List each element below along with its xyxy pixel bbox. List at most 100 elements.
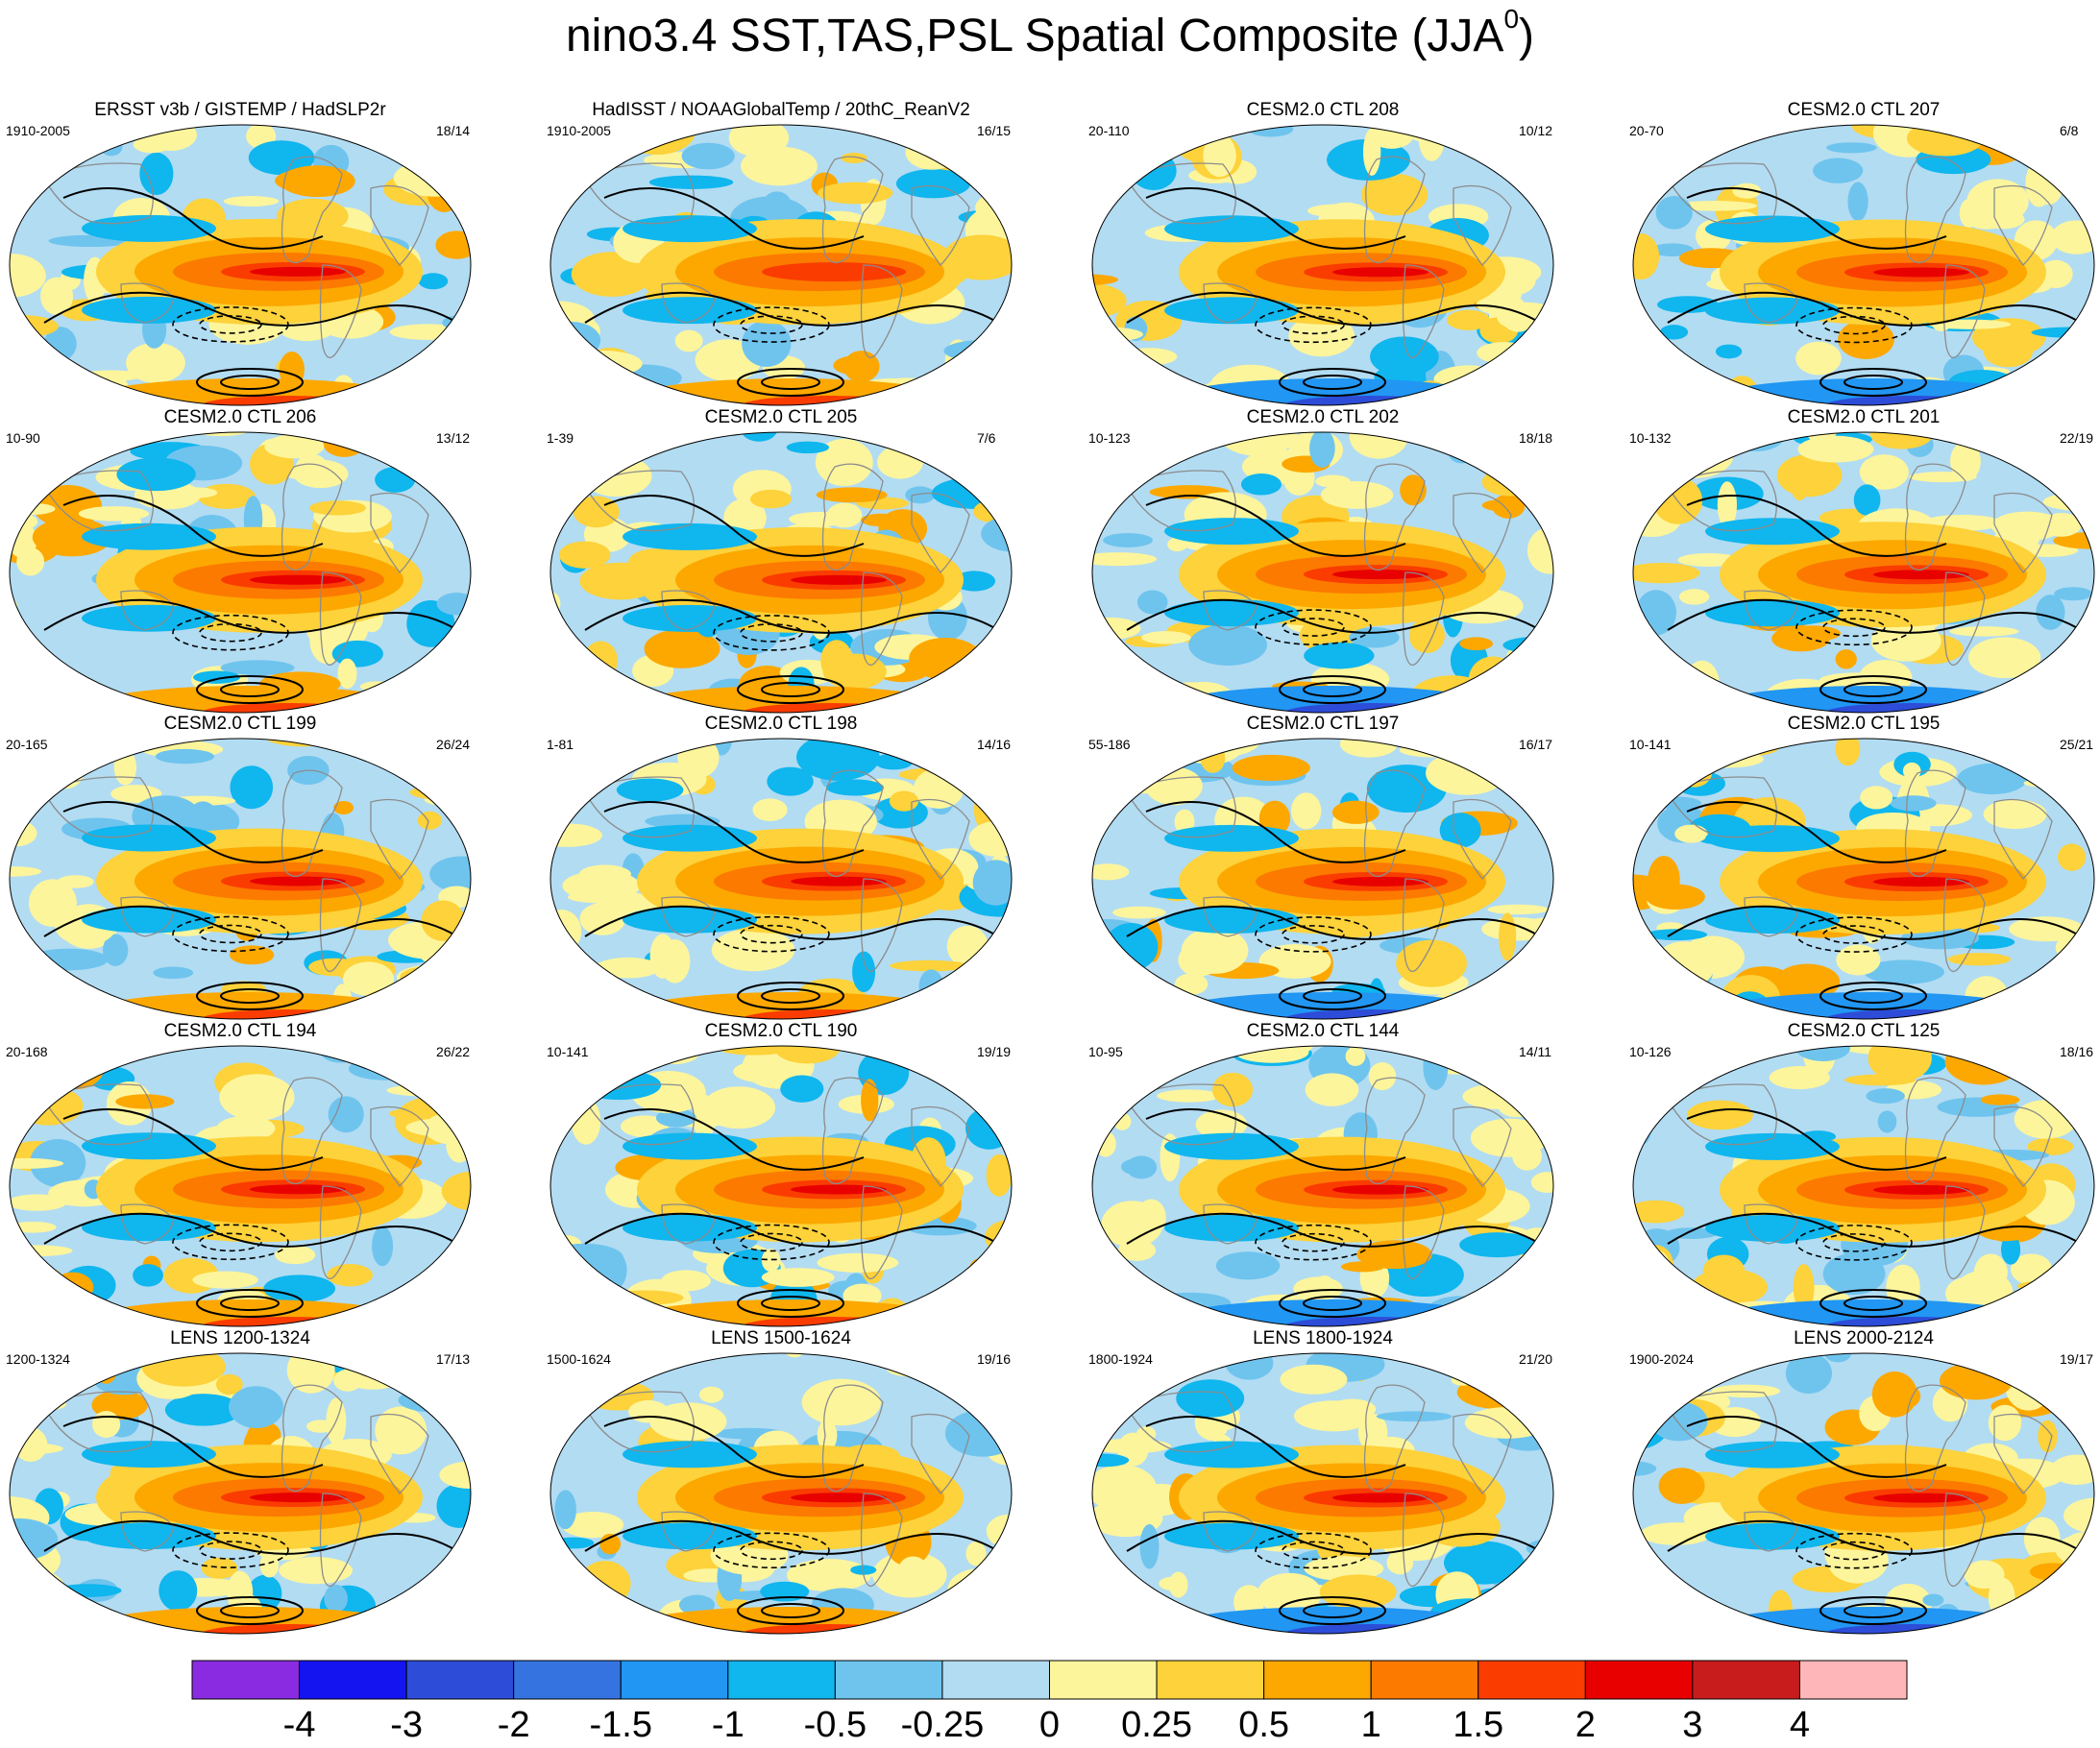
anomaly-patch [990,767,1012,780]
anomaly-patch [1633,1461,1657,1476]
anomaly-patch [647,1046,699,1065]
psl-contour-negative [1795,916,1913,953]
anomaly-patch [1835,739,1861,766]
anomaly-patch [1396,939,1467,987]
psl-contour-negative [1255,916,1372,953]
psl-contour [603,801,865,863]
anomaly-patch [1470,1118,1549,1157]
psl-contour [1844,682,1903,697]
anomaly-patch [899,387,964,403]
continent-outline [43,1083,154,1146]
anomaly-patch [1176,1379,1245,1418]
warm-region [1332,267,1428,278]
anomaly-patch [100,137,123,157]
colorbar-label: 4 [1789,1705,1811,1745]
anomaly-patch [649,1402,727,1442]
anomaly-patch [10,125,73,156]
anomaly-patch [898,1556,928,1583]
anomaly-patch [1370,336,1439,377]
continent-outline [370,1105,429,1187]
anomaly-patch [573,496,620,528]
anomaly-patch [357,1361,432,1372]
anomaly-patch [10,1300,53,1326]
psl-contour [584,1212,999,1248]
panel-count: 14/16 [977,737,1012,752]
warm-region [1332,570,1428,580]
continent-outline [1667,1083,1777,1146]
anomaly-patch [1949,626,2019,637]
anomaly-patch [101,130,123,145]
map-border [549,738,1013,1020]
anomaly-patch [550,451,598,498]
anomaly-patch [1092,757,1128,780]
cool-region [82,1522,216,1550]
map-plot [1091,1045,1554,1327]
anomaly-patch [375,1406,427,1455]
anomaly-patch [1847,182,1868,222]
psl-contour [584,291,999,327]
cool-region [1164,1522,1299,1550]
anomaly-patch [16,547,45,576]
anomaly-patch [985,1366,1005,1383]
anomaly-patch [10,1157,64,1169]
map-panel: CESM2.0 CTL 208 20-110 10/12 [1088,100,1588,406]
anomaly-patch [1993,134,2039,148]
anomaly-patch [13,1086,84,1126]
anomaly-patch [1906,125,1984,157]
warm-region [762,262,906,282]
continent-outline [821,156,884,264]
psl-contour-negative [1795,609,1913,646]
continent-outline [319,878,362,972]
continent-outline [1126,1083,1236,1146]
anomaly-patch [1633,1089,1665,1115]
anomaly-patch [1971,1304,2031,1326]
cool-region [1164,215,1299,243]
anomaly-patch [155,748,215,765]
anomaly-patch [1304,1556,1384,1581]
anomaly-patch [741,432,778,442]
psl-contour [737,982,844,1010]
continent-outline [821,1384,884,1493]
anomaly-patch [28,948,109,971]
panel-period: 55-186 [1088,737,1131,752]
continent-outline [1904,156,1966,264]
map-panel: CESM2.0 CTL 197 55-186 16/17 [1088,714,1588,1020]
anomaly-patch [450,1595,471,1634]
anomaly-patch [1447,309,1491,330]
continent-outline [1363,1384,1426,1493]
map-border [1632,431,2095,714]
anomaly-patch [1870,619,1941,662]
anomaly-patch [1909,472,1977,483]
map-border [1091,1352,1554,1635]
continent-outline [584,776,695,838]
anomaly-patch [1699,125,1783,139]
anomaly-patch [2055,936,2079,959]
anomaly-patch [1132,753,1183,767]
anomaly-patch [1646,929,1708,941]
continent-outline [1126,776,1236,838]
anomaly-patch [816,487,888,503]
cool-region [1164,824,1299,852]
anomaly-patch [1793,1264,1815,1311]
anomaly-patch [550,1243,623,1273]
anomaly-patch [150,494,184,506]
psl-contour-negative [1255,1532,1372,1569]
anomaly-patch [424,376,444,405]
anomaly-patch [311,1353,356,1358]
anomaly-patch [973,500,1009,522]
psl-contour-negative [199,1232,262,1252]
psl-contour [196,1289,304,1318]
psl-contour [1819,675,1927,704]
map-border [549,1045,1013,1327]
cool-region [1705,1522,1840,1550]
anomaly-patch [377,376,446,405]
continent-outline [281,463,343,571]
anomaly-patch [1983,799,2047,830]
anomaly-patch [10,1054,42,1092]
anomaly-patch [2062,749,2094,776]
continent-outline [281,769,343,878]
panel-count: 13/12 [436,430,471,446]
map-panel: CESM2.0 CTL 201 10-132 22/19 [1629,407,2100,714]
anomaly-patch [996,328,1012,372]
panel-period: 20-168 [6,1044,48,1059]
